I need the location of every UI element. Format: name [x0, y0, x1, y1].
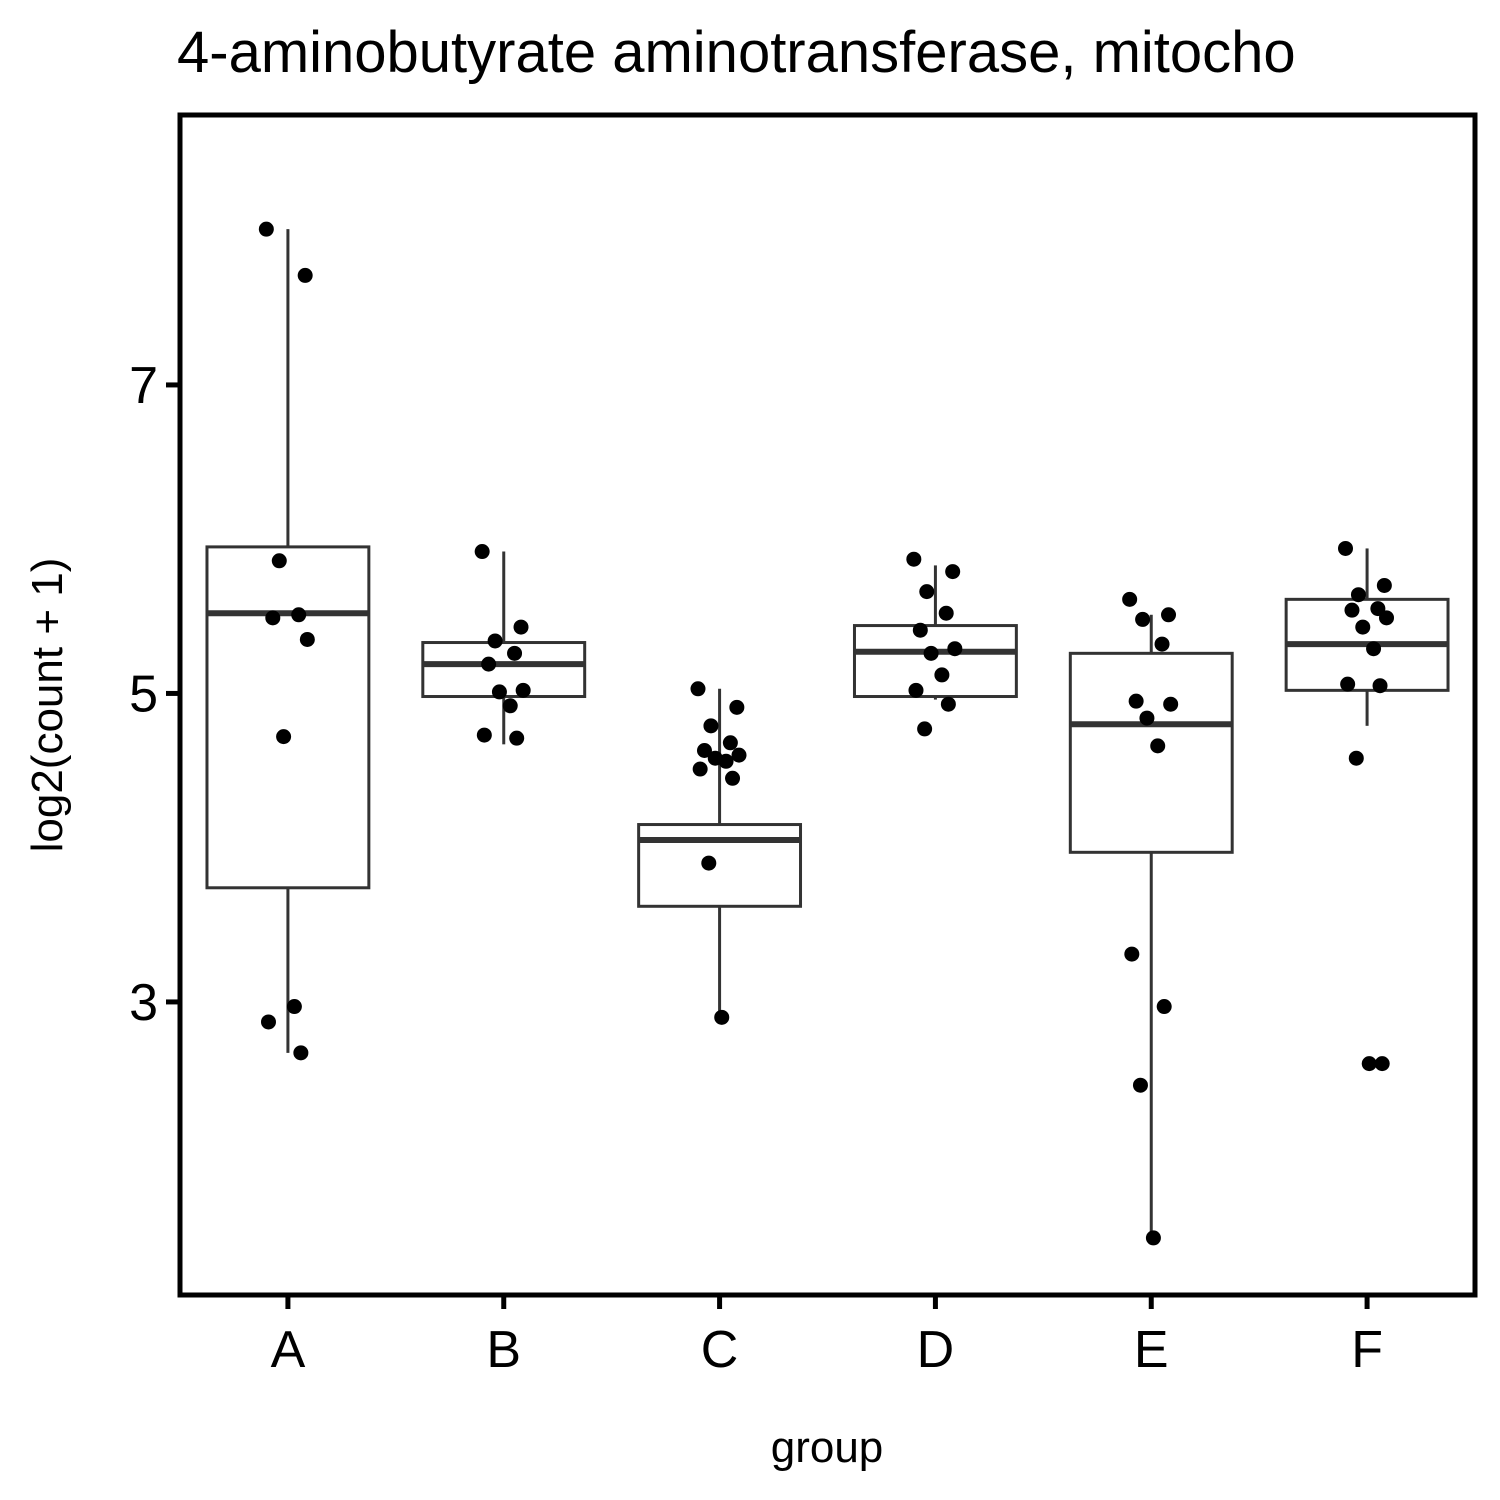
- data-point-c: [692, 761, 708, 777]
- data-point-d: [923, 645, 939, 661]
- data-point-f: [1379, 610, 1395, 626]
- data-point-b: [474, 544, 490, 560]
- data-point-d: [908, 682, 924, 698]
- y-tick-label: 7: [129, 357, 158, 415]
- data-point-d: [934, 667, 950, 683]
- data-point-f: [1361, 1056, 1377, 1072]
- data-point-d: [906, 551, 922, 567]
- box-e: [1068, 651, 1234, 854]
- data-point-d: [947, 641, 963, 657]
- data-point-a: [299, 631, 315, 647]
- data-point-a: [276, 729, 292, 745]
- data-point-e: [1145, 1230, 1161, 1246]
- x-tick-label: C: [701, 1321, 739, 1379]
- x-tick-label: F: [1351, 1321, 1383, 1379]
- data-point-f: [1338, 540, 1353, 556]
- data-point-b: [513, 619, 529, 635]
- data-point-b: [509, 730, 525, 746]
- plot-border: [177, 112, 1478, 1298]
- x-tick-label: B: [486, 1321, 521, 1379]
- data-point-f: [1376, 577, 1392, 593]
- data-point-e: [1150, 738, 1166, 754]
- data-point-d: [917, 721, 933, 737]
- x-tick-label: D: [917, 1321, 955, 1379]
- y-axis-title: log2(count + 1): [23, 558, 72, 853]
- data-point-a: [271, 553, 287, 569]
- data-point-f: [1372, 678, 1388, 694]
- data-point-a: [286, 999, 302, 1015]
- data-point-c: [731, 747, 747, 763]
- x-axis-title: group: [771, 1423, 884, 1472]
- data-point-f: [1350, 587, 1366, 603]
- data-point-c: [703, 718, 719, 734]
- x-tick-label: E: [1134, 1321, 1169, 1379]
- data-point-f: [1348, 750, 1364, 766]
- data-point-c: [714, 1009, 730, 1025]
- data-point-c: [696, 743, 712, 759]
- data-point-f: [1374, 1056, 1390, 1072]
- data-point-d: [912, 622, 928, 638]
- data-point-e: [1128, 693, 1144, 709]
- data-point-e: [1163, 696, 1179, 712]
- data-point-f: [1340, 676, 1356, 692]
- data-point-c: [725, 770, 741, 786]
- data-point-c: [718, 753, 734, 769]
- data-point-b: [481, 656, 497, 672]
- data-point-a: [291, 607, 307, 623]
- data-point-b: [515, 682, 531, 698]
- data-point-e: [1156, 999, 1172, 1015]
- data-point-c: [690, 681, 706, 697]
- box-d: [852, 624, 1018, 699]
- data-point-e: [1132, 1077, 1148, 1093]
- data-point-e: [1139, 710, 1155, 726]
- y-tick-label: 5: [129, 665, 158, 723]
- axes: 3 5 7 A B C D E F: [129, 112, 1478, 1379]
- y-tick-label: 3: [129, 974, 158, 1032]
- data-point-c: [729, 699, 745, 715]
- data-point-e: [1154, 636, 1170, 652]
- data-point-a: [293, 1045, 309, 1061]
- data-point-e: [1124, 946, 1140, 962]
- data-point-b: [476, 727, 492, 743]
- data-point-e: [1161, 607, 1177, 623]
- data-point-f: [1355, 619, 1371, 635]
- data-point-d: [919, 584, 935, 600]
- data-point-f: [1344, 602, 1360, 618]
- data-point-b: [507, 645, 523, 661]
- plot-area: [205, 221, 1450, 1246]
- data-point-a: [265, 610, 281, 626]
- data-point-c: [722, 735, 738, 751]
- data-point-a: [258, 221, 274, 237]
- data-point-e: [1135, 611, 1151, 627]
- data-point-c: [701, 855, 717, 871]
- data-point-a: [297, 267, 313, 283]
- data-point-b: [502, 698, 518, 714]
- box-a: [205, 545, 371, 890]
- data-point-b: [487, 633, 503, 649]
- data-point-d: [938, 605, 954, 621]
- data-point-a: [260, 1014, 276, 1030]
- data-point-d: [945, 564, 961, 580]
- x-tick-label: A: [271, 1321, 306, 1379]
- data-point-b: [491, 684, 507, 700]
- data-point-f: [1366, 641, 1382, 657]
- data-point-e: [1122, 591, 1138, 607]
- data-point-d: [940, 696, 956, 712]
- chart-title: 4-aminobutyrate aminotransferase, mitoch…: [177, 20, 1296, 85]
- box-c: [637, 823, 803, 908]
